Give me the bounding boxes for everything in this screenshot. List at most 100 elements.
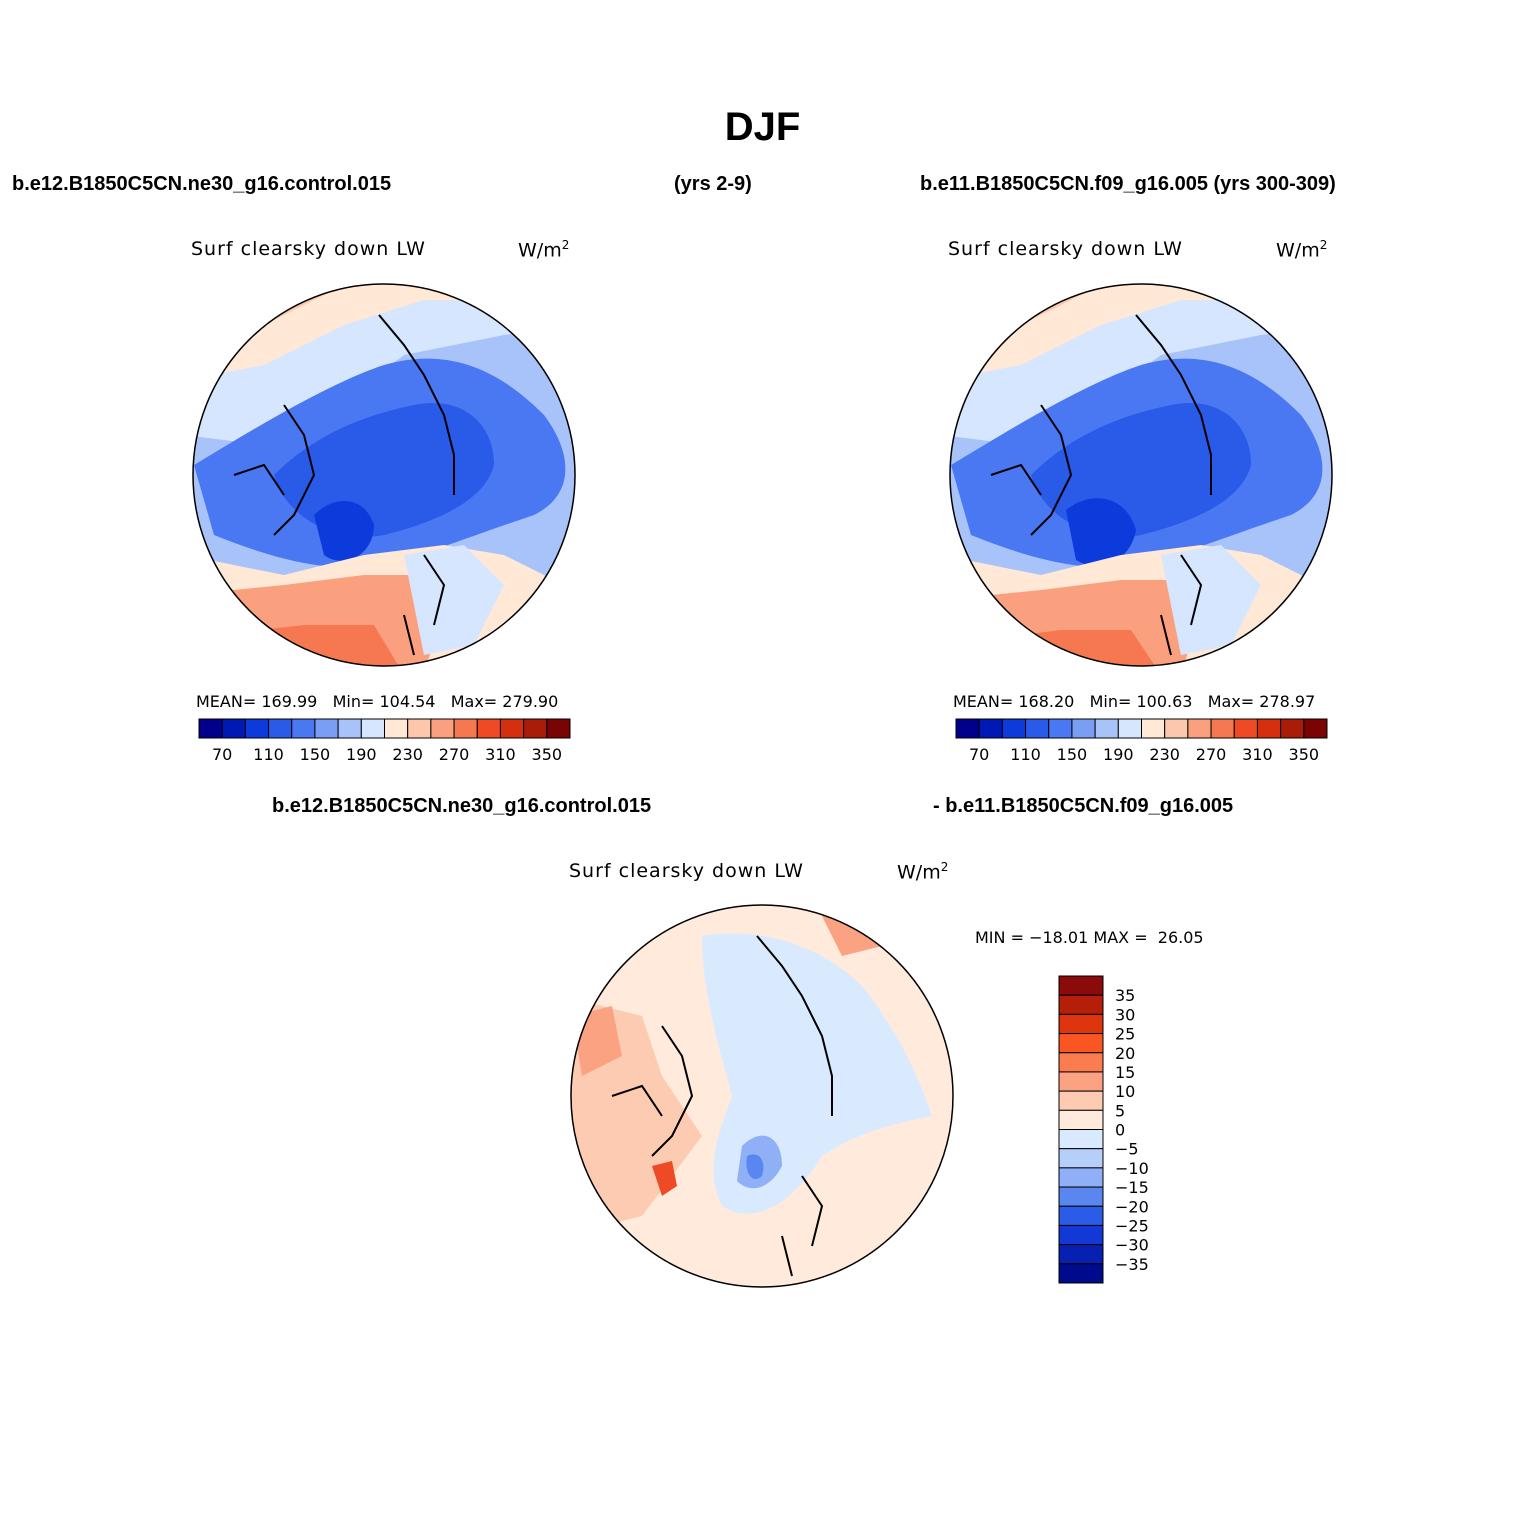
panel2-units: W/m2: [1276, 238, 1327, 261]
panel3-title: Surf clearsky down LW: [569, 860, 804, 882]
panel2-mean-label: MEAN=: [953, 692, 1014, 711]
panel3-colorbar-tick-label: −15: [1115, 1178, 1149, 1197]
panel3-max-label: MAX =: [1093, 928, 1148, 947]
panel2-colorbar-box: [1303, 718, 1328, 739]
panel3-colorbar-box: [1058, 1090, 1104, 1111]
panel2-map: [950, 284, 1332, 666]
panel3-colorbar-box: [1058, 1263, 1104, 1284]
panel2-coastlines: [990, 314, 1212, 656]
panel1-units: W/m2: [518, 238, 569, 261]
panel2-colorbar-tick-label: 350: [1289, 745, 1320, 764]
panel3-map-border: [570, 904, 954, 1288]
panel2-colorbar-box: [1001, 718, 1027, 739]
case1-years: (yrs 2-9): [674, 173, 752, 195]
panel2-colorbar-box: [1071, 718, 1096, 739]
panel2-title: Surf clearsky down LW: [948, 238, 1183, 260]
panel3-units-base: W/m: [897, 861, 941, 884]
panel1-mean-label: MEAN=: [196, 692, 257, 711]
panel3-colorbar-tick-label: 0: [1115, 1121, 1125, 1140]
panel3-colorbar-box: [1058, 1205, 1104, 1226]
panel1-units-base: W/m: [518, 239, 562, 262]
panel3-colorbar-box: [1058, 975, 1104, 996]
panel3-colorbar-tick-label: 15: [1115, 1063, 1135, 1082]
panel1-colorbar-box: [221, 718, 246, 739]
panel2-colorbar-box: [1025, 718, 1050, 739]
panel2-max: 278.97: [1259, 692, 1316, 711]
panel2-map-border: [949, 283, 1333, 667]
case2-name: b.e11.B1850C5CN.f09_g16.005 (yrs 300-309…: [920, 173, 1336, 195]
panel3-colorbar-box: [1058, 1071, 1104, 1092]
panel1-colorbar-box: [291, 718, 316, 739]
panel1-colorbar-box: [384, 718, 409, 739]
panel3-field-greenland-core-negative: [746, 1154, 764, 1180]
panel2-colorbar-box: [1280, 718, 1305, 739]
panel3-colorbar-tick-label: −20: [1115, 1197, 1149, 1216]
panel1-colorbar-box: [453, 718, 478, 739]
panel1-field-arctic-colder: [274, 403, 494, 537]
panel1-colorbar-tick-label: 350: [532, 745, 563, 764]
panel2-mean: 168.20: [1018, 692, 1075, 711]
panel1-max: 279.90: [502, 692, 559, 711]
panel2-colorbar-tick-label: 310: [1242, 745, 1273, 764]
panel2-colorbar-box: [1141, 718, 1166, 739]
panel2-field-scandinavia: [1161, 545, 1261, 655]
case1-name: b.e12.B1850C5CN.ne30_g16.control.015: [12, 173, 392, 195]
panel1-colorbar-box: [523, 718, 548, 739]
panel3-colorbar-tick-label: −5: [1115, 1140, 1139, 1159]
panel2-colorbar-tick-label: 70: [969, 745, 989, 764]
panel1-colorbar-tick-label: 270: [439, 745, 470, 764]
panel2-colorbar-box: [1164, 718, 1189, 739]
panel3-colorbar-box: [1058, 1109, 1104, 1130]
panel1-colorbar-box: [360, 718, 385, 739]
panel3-stats: MIN = −18.01 MAX = 26.05: [975, 928, 1204, 947]
panel3-colorbar-box: [1058, 1052, 1104, 1073]
panel2-colorbar-box: [1117, 718, 1142, 739]
panel2-colorbar-tick-label: 270: [1196, 745, 1227, 764]
panel3-coastlines: [611, 935, 833, 1277]
panel1-colorbar-box: [430, 718, 455, 739]
panel2-colorbar-box: [1233, 718, 1258, 739]
panel1-min-label: Min=: [332, 692, 375, 711]
panel3-colorbar-tick-label: 25: [1115, 1025, 1135, 1044]
panel1-max-label: Max=: [450, 692, 498, 711]
panel1-colorbar-box: [546, 718, 571, 739]
panel1-colorbar-tick-label: 310: [485, 745, 516, 764]
panel1-colorbar-box: [314, 718, 339, 739]
panel2-colorbar: 70 110 150 190 230 270 310 350: [955, 718, 1328, 764]
panel2-colorbar-box: [1187, 718, 1212, 739]
panel1-min: 104.54: [379, 692, 436, 711]
panel3-colorbar-box: [1058, 1167, 1104, 1188]
panel1-colorbar-tick-label: 190: [346, 745, 377, 764]
panel3-colorbar-tick-label: 10: [1115, 1082, 1135, 1101]
panel3-colorbar-box: [1058, 1186, 1104, 1207]
panel3-colorbar-box: [1058, 1013, 1104, 1035]
panel1-colorbar-box: [198, 718, 223, 739]
panel1-map: [193, 284, 575, 666]
panel1-colorbar-box: [337, 718, 362, 739]
panel2-colorbar-tick-label: 230: [1149, 745, 1180, 764]
panel2-min-label: Min=: [1089, 692, 1132, 711]
panel1-mean: 169.99: [261, 692, 318, 711]
panel3-min-label: MIN =: [975, 928, 1024, 947]
panel3-units: W/m2: [897, 860, 948, 883]
panel3-colorbar-tick-label: −10: [1115, 1159, 1149, 1178]
panel2-units-exp: 2: [1319, 238, 1328, 252]
panel3-map: [571, 905, 953, 1287]
panel1-coastlines: [233, 314, 455, 656]
panel3-colorbar-box: [1058, 1148, 1104, 1169]
panel1-colorbar-box: [476, 718, 501, 739]
panel2-colorbar-box: [955, 718, 980, 739]
panel1-field-greenland-core: [314, 501, 374, 561]
panel3-colorbar-tick-label: 20: [1115, 1044, 1135, 1063]
panel2-field-greenland-core: [1066, 498, 1136, 566]
panel1-colorbar-box: [407, 718, 432, 739]
diff-case-left: b.e12.B1850C5CN.ne30_g16.control.015: [272, 795, 652, 817]
panel3-colorbar-tick-label: 30: [1115, 1005, 1135, 1024]
panel2-colorbar-box: [1048, 718, 1073, 739]
panel2-colorbar-box: [1210, 718, 1235, 739]
panel2-colorbar-tick-label: 150: [1057, 745, 1088, 764]
panel1-field-scandinavia: [404, 545, 504, 655]
panel1-units-exp: 2: [561, 238, 570, 252]
